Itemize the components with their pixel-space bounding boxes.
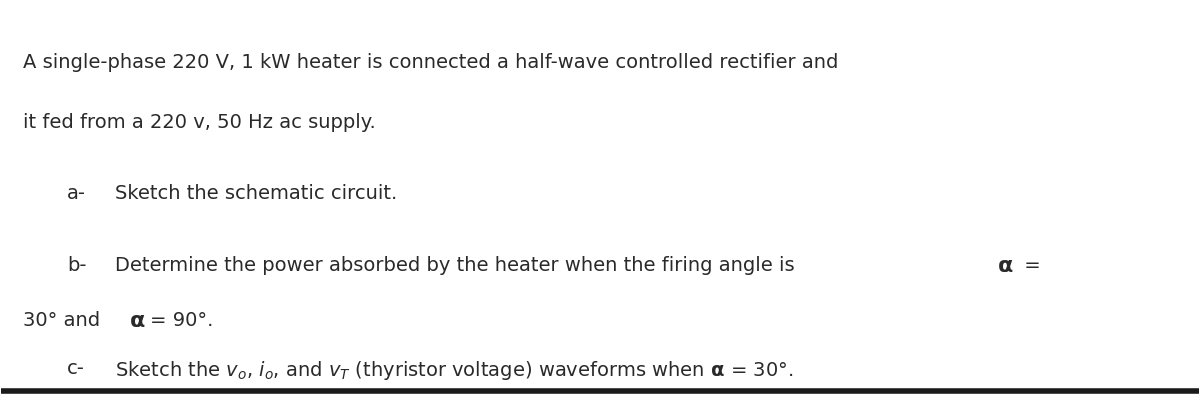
- Text: α: α: [998, 256, 1013, 276]
- Text: Sketch the $v_o$, $i_o$, and $v_T$ (thyristor voltage) waveforms when $\mathbf{\: Sketch the $v_o$, $i_o$, and $v_T$ (thyr…: [115, 359, 793, 382]
- Text: α: α: [131, 311, 145, 331]
- Text: Determine the power absorbed by the heater when the firing angle is: Determine the power absorbed by the heat…: [115, 256, 802, 275]
- Text: a-: a-: [67, 184, 86, 203]
- Text: Sketch the schematic circuit.: Sketch the schematic circuit.: [115, 184, 397, 203]
- Text: =: =: [1018, 256, 1040, 275]
- Text: b-: b-: [67, 256, 86, 275]
- Text: A single-phase 220 V, 1 kW heater is connected a half-wave controlled rectifier : A single-phase 220 V, 1 kW heater is con…: [23, 53, 839, 72]
- Text: 30° and: 30° and: [23, 311, 107, 330]
- Text: it fed from a 220 v, 50 Hz ac supply.: it fed from a 220 v, 50 Hz ac supply.: [23, 113, 376, 132]
- Text: = 90°.: = 90°.: [150, 311, 214, 330]
- Text: c-: c-: [67, 359, 85, 378]
